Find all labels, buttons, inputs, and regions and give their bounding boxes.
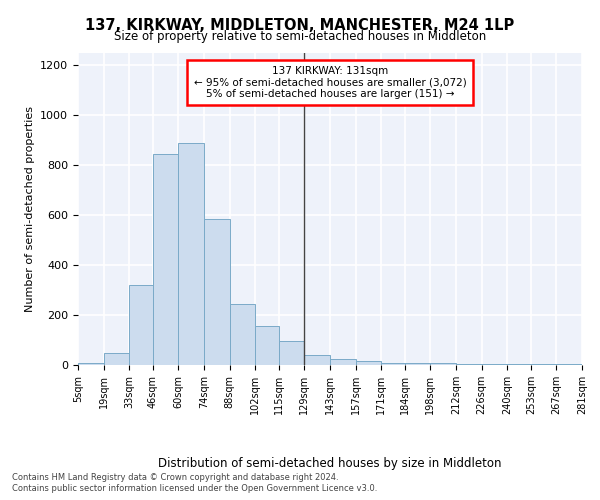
- Bar: [178, 142, 204, 365]
- Text: 137 KIRKWAY: 131sqm
← 95% of semi-detached houses are smaller (3,072)
5% of semi: 137 KIRKWAY: 131sqm ← 95% of semi-detach…: [194, 66, 466, 99]
- Bar: [304, 355, 330, 365]
- Text: 137, KIRKWAY, MIDDLETON, MANCHESTER, M24 1LP: 137, KIRKWAY, MIDDLETON, MANCHESTER, M24…: [85, 18, 515, 32]
- Bar: [230, 304, 255, 365]
- Bar: [430, 362, 456, 365]
- Text: Size of property relative to semi-detached houses in Middleton: Size of property relative to semi-detach…: [114, 30, 486, 43]
- Text: Contains HM Land Registry data © Crown copyright and database right 2024.: Contains HM Land Registry data © Crown c…: [12, 472, 338, 482]
- Bar: [507, 364, 531, 365]
- Bar: [482, 364, 507, 365]
- Bar: [153, 154, 178, 365]
- Text: Distribution of semi-detached houses by size in Middleton: Distribution of semi-detached houses by …: [158, 458, 502, 470]
- Bar: [279, 341, 304, 365]
- Text: Contains public sector information licensed under the Open Government Licence v3: Contains public sector information licen…: [12, 484, 377, 493]
- Bar: [405, 362, 430, 365]
- Bar: [78, 362, 104, 365]
- Bar: [104, 352, 129, 365]
- Bar: [255, 326, 279, 365]
- Bar: [456, 364, 482, 365]
- Bar: [531, 364, 556, 365]
- Bar: [381, 362, 405, 365]
- Bar: [556, 364, 582, 365]
- Bar: [330, 359, 356, 365]
- Bar: [204, 219, 230, 365]
- Bar: [356, 360, 381, 365]
- Y-axis label: Number of semi-detached properties: Number of semi-detached properties: [25, 106, 35, 312]
- Bar: [129, 285, 153, 365]
